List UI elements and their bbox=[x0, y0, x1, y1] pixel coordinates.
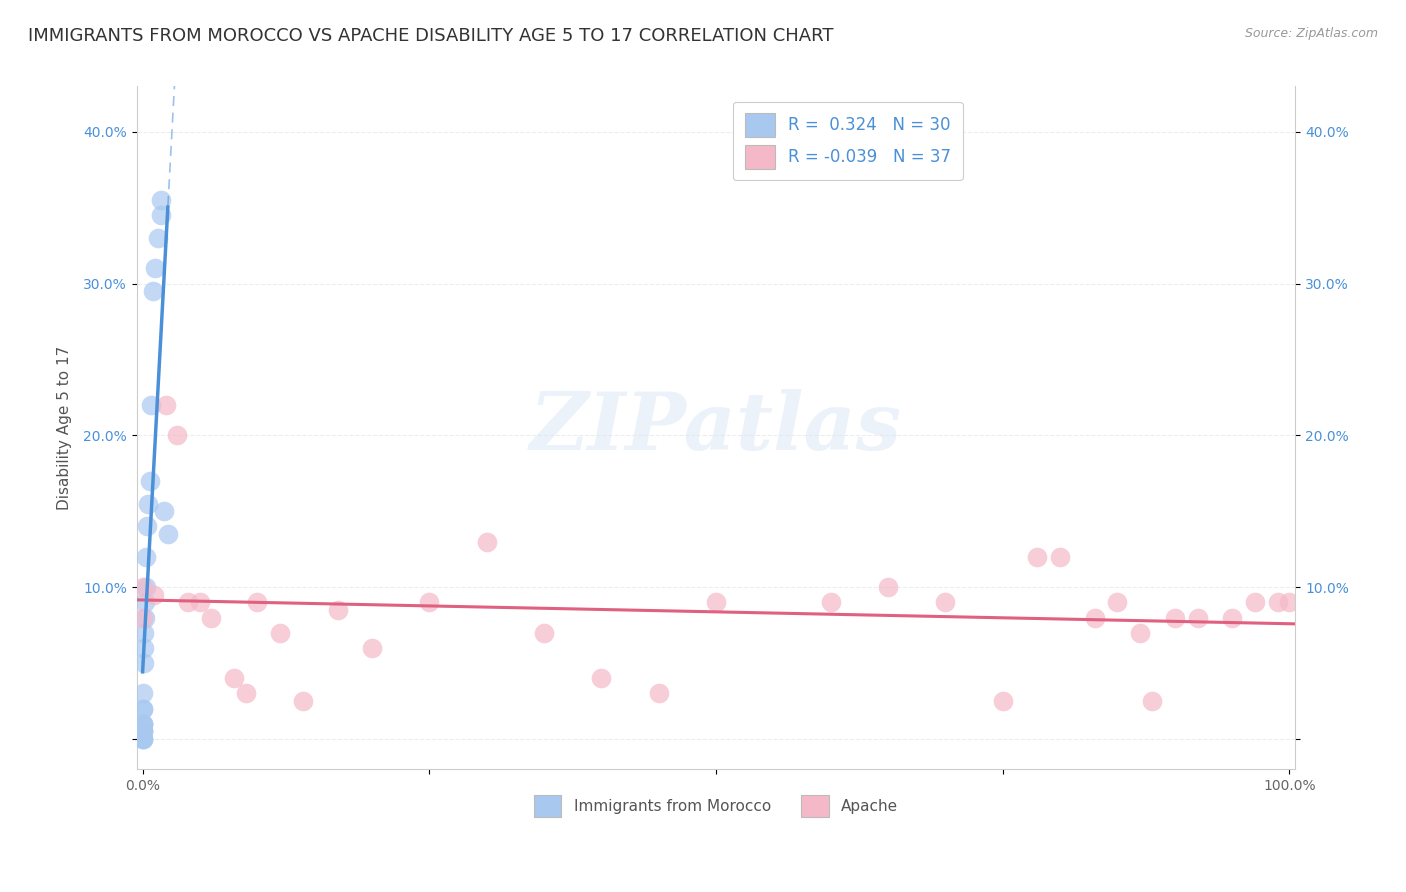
Point bbox=[135, 580, 157, 594]
Point bbox=[149, 208, 172, 222]
Point bbox=[138, 474, 160, 488]
Point bbox=[648, 686, 671, 700]
Point bbox=[269, 625, 291, 640]
Point bbox=[135, 549, 157, 564]
Point bbox=[138, 497, 160, 511]
Point bbox=[132, 625, 155, 640]
Point bbox=[131, 716, 153, 731]
Point bbox=[134, 595, 156, 609]
Text: Source: ZipAtlas.com: Source: ZipAtlas.com bbox=[1244, 27, 1378, 40]
Point bbox=[131, 610, 153, 624]
Point bbox=[1164, 610, 1187, 624]
Point bbox=[292, 694, 315, 708]
Point bbox=[533, 625, 555, 640]
Point bbox=[704, 595, 727, 609]
Point bbox=[155, 398, 177, 412]
Point bbox=[131, 724, 153, 739]
Point bbox=[146, 231, 169, 245]
Point bbox=[1107, 595, 1129, 609]
Point bbox=[1049, 549, 1071, 564]
Point bbox=[149, 193, 172, 207]
Point bbox=[131, 701, 153, 715]
Point bbox=[1187, 610, 1209, 624]
Point bbox=[131, 724, 153, 739]
Point bbox=[418, 595, 440, 609]
Point bbox=[131, 716, 153, 731]
Point bbox=[1140, 694, 1163, 708]
Point bbox=[1083, 610, 1105, 624]
Point bbox=[132, 640, 155, 655]
Point bbox=[188, 595, 211, 609]
Point bbox=[131, 731, 153, 746]
Point bbox=[1026, 549, 1049, 564]
Point bbox=[131, 724, 153, 739]
Point bbox=[134, 610, 156, 624]
Point bbox=[139, 398, 162, 412]
Point bbox=[991, 694, 1014, 708]
Point bbox=[591, 671, 613, 685]
Point bbox=[1129, 625, 1152, 640]
Point bbox=[142, 285, 165, 299]
Point bbox=[361, 640, 384, 655]
Point bbox=[131, 716, 153, 731]
Legend: Immigrants from Morocco, Apache: Immigrants from Morocco, Apache bbox=[527, 789, 904, 823]
Point bbox=[1220, 610, 1243, 624]
Point bbox=[246, 595, 269, 609]
Point bbox=[235, 686, 257, 700]
Point bbox=[131, 731, 153, 746]
Text: IMMIGRANTS FROM MOROCCO VS APACHE DISABILITY AGE 5 TO 17 CORRELATION CHART: IMMIGRANTS FROM MOROCCO VS APACHE DISABI… bbox=[28, 27, 834, 45]
Point bbox=[1278, 595, 1301, 609]
Y-axis label: Disability Age 5 to 17: Disability Age 5 to 17 bbox=[58, 346, 72, 510]
Point bbox=[224, 671, 246, 685]
Point bbox=[200, 610, 222, 624]
Point bbox=[131, 686, 153, 700]
Point bbox=[131, 731, 153, 746]
Point bbox=[131, 580, 153, 594]
Point bbox=[1267, 595, 1289, 609]
Point bbox=[166, 428, 188, 442]
Point bbox=[156, 527, 179, 541]
Point bbox=[326, 603, 349, 617]
Point bbox=[131, 701, 153, 715]
Point bbox=[143, 588, 166, 602]
Point bbox=[143, 261, 166, 276]
Point bbox=[1244, 595, 1267, 609]
Point bbox=[475, 534, 498, 549]
Point bbox=[136, 519, 159, 533]
Point bbox=[820, 595, 842, 609]
Point bbox=[132, 656, 155, 670]
Point bbox=[153, 504, 176, 518]
Point bbox=[877, 580, 900, 594]
Text: ZIPatlas: ZIPatlas bbox=[530, 389, 903, 467]
Point bbox=[934, 595, 956, 609]
Point bbox=[177, 595, 200, 609]
